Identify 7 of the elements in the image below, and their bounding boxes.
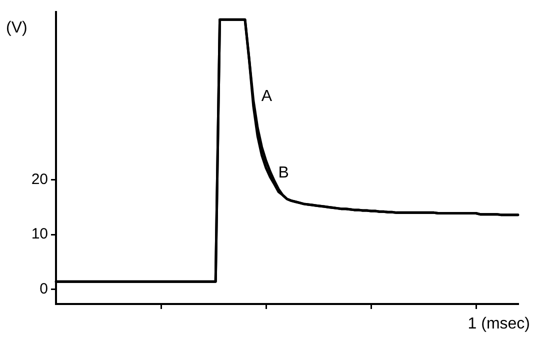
y-tick-label: 20 (31, 171, 48, 188)
y-tick-label: 10 (31, 226, 48, 243)
text: 1 (msec) (468, 315, 530, 332)
y-axis-title: (V) (6, 19, 28, 36)
series-label: A (261, 88, 272, 105)
y-tick-label: 0 (40, 280, 48, 298)
series-label: B (278, 164, 289, 182)
